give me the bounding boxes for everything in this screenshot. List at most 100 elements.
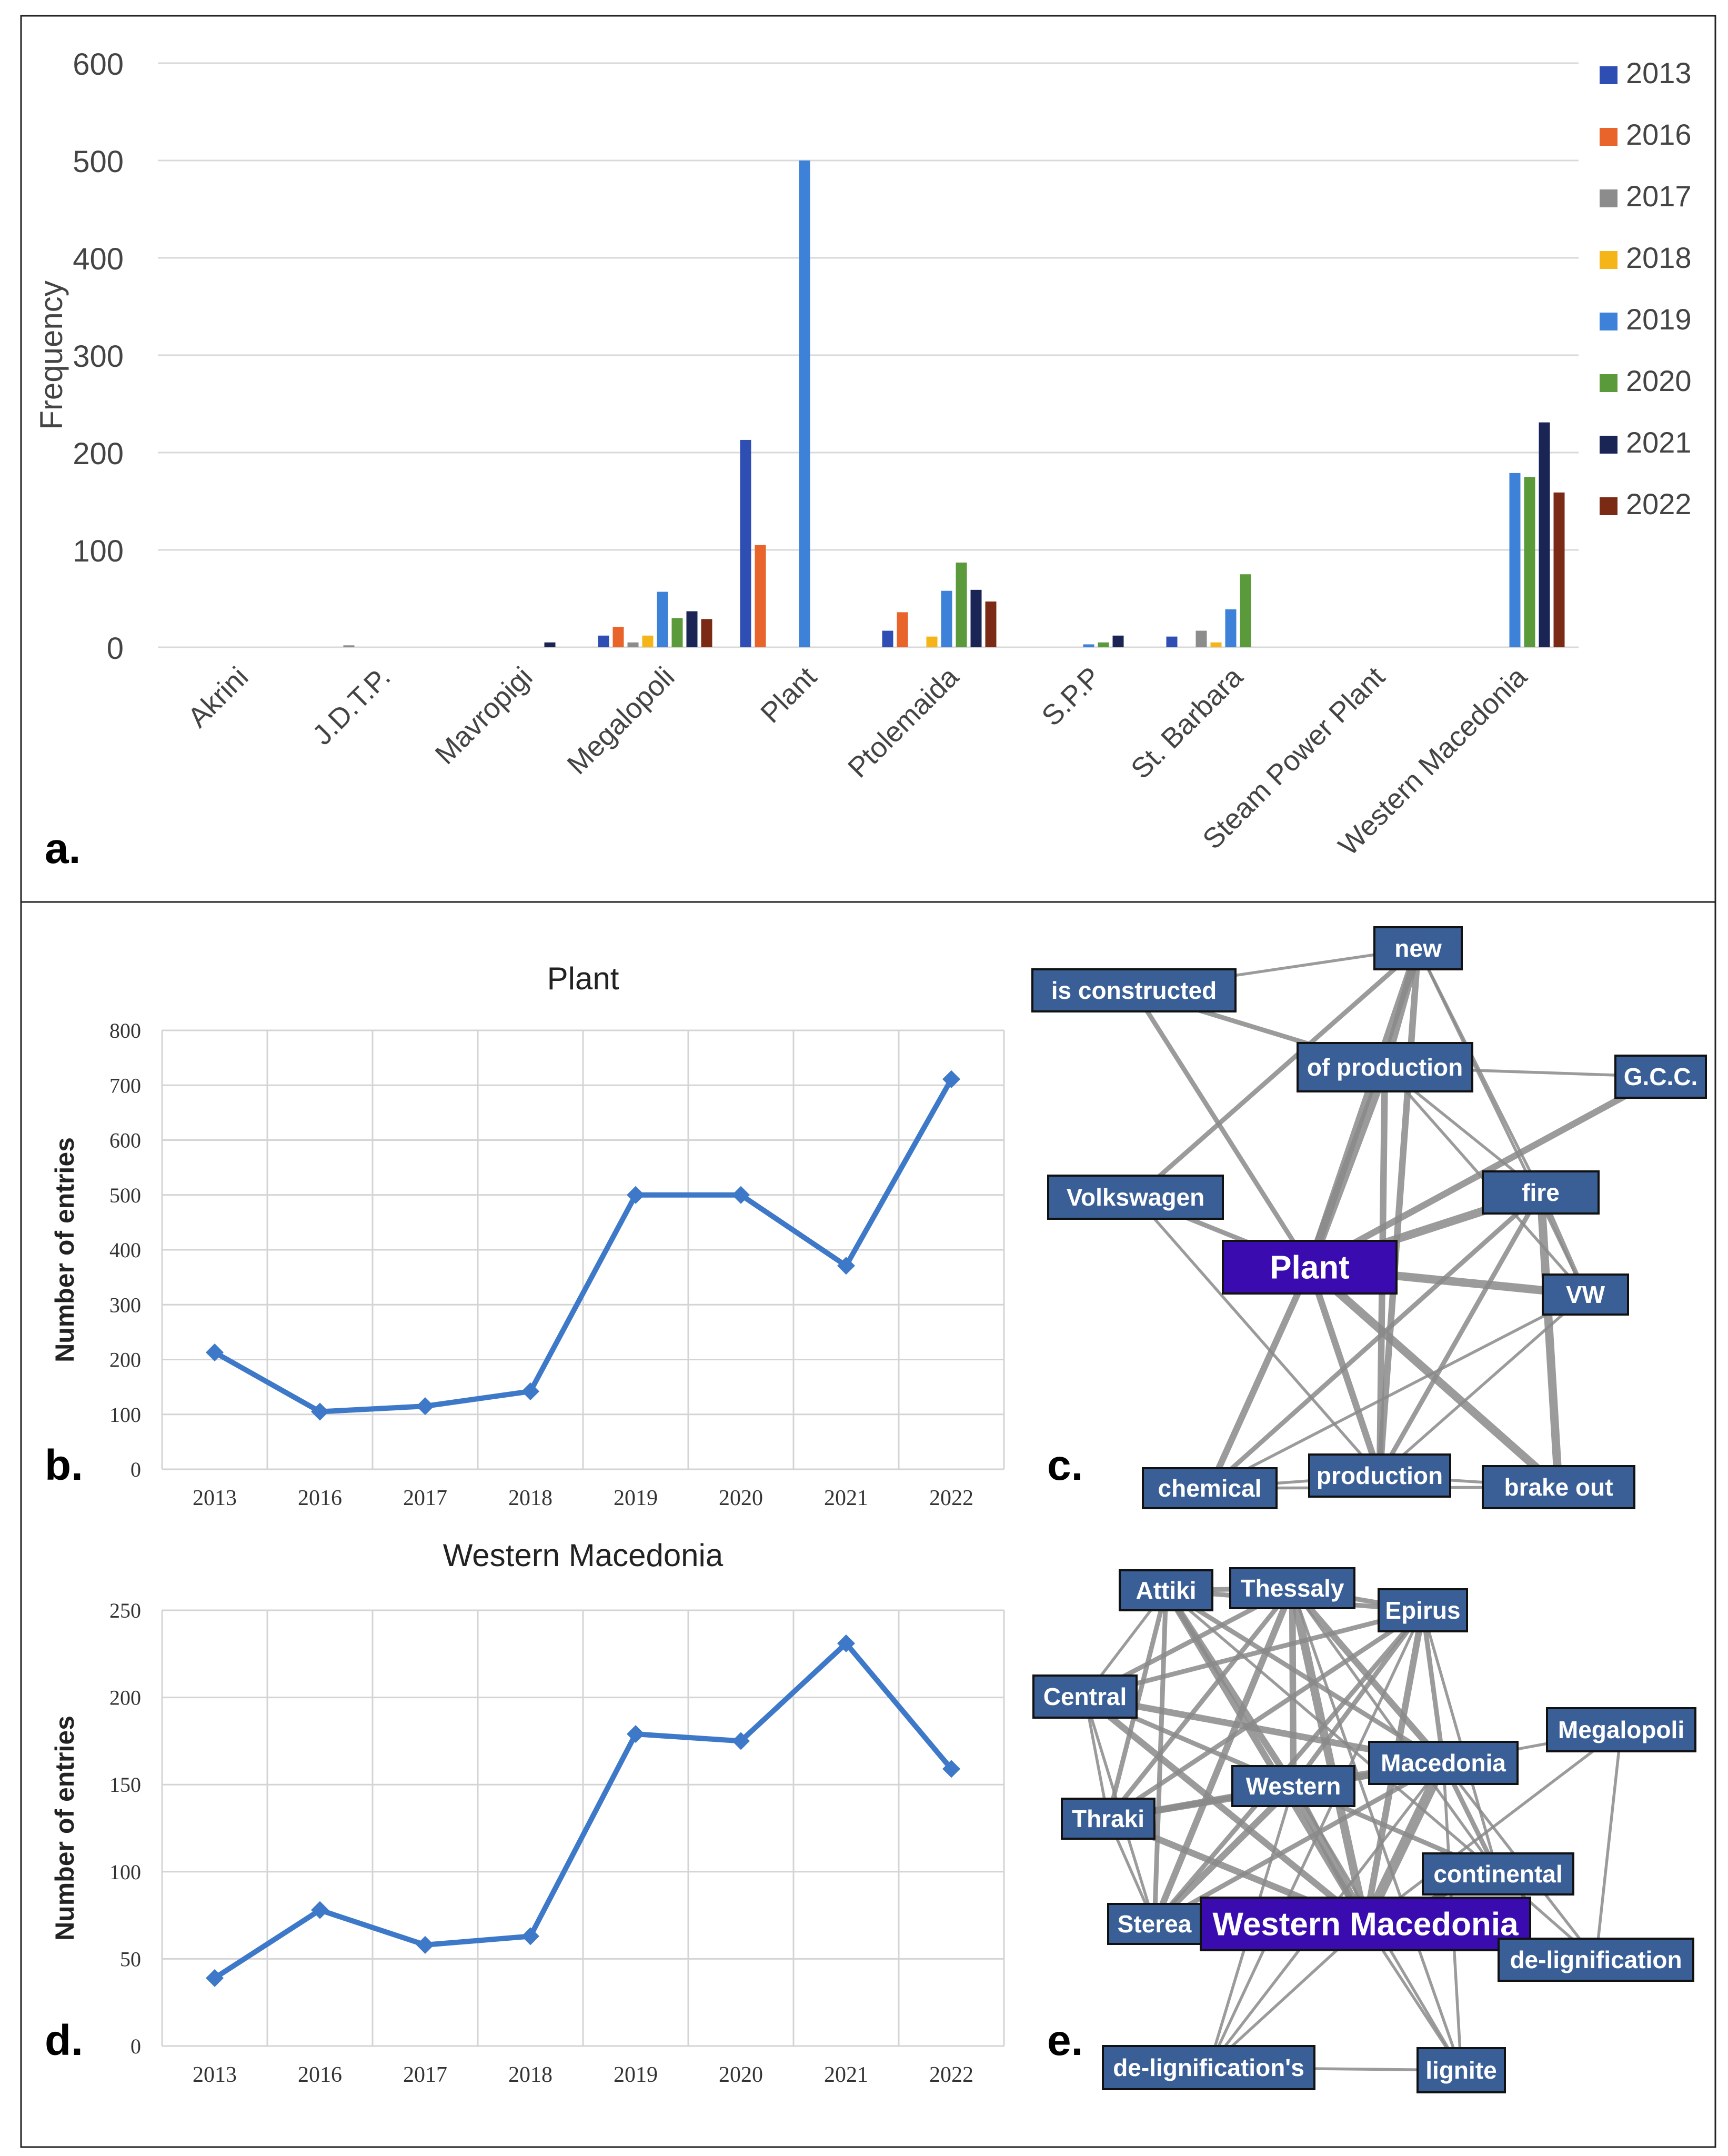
node-volkswagen xyxy=(1047,1175,1224,1220)
edge-fire-chemical xyxy=(1207,1190,1543,1491)
edge-plant-is_constructed xyxy=(1131,988,1312,1270)
panel-letter-d: d. xyxy=(45,2017,83,2064)
node-label-lignite: lignite xyxy=(1425,2057,1496,2084)
bar-ptolemaida-2021 xyxy=(970,589,982,647)
y-tick-label-600: 600 xyxy=(109,1129,141,1152)
edge-vw-production xyxy=(1378,1293,1587,1477)
bar-megalopoli-2018 xyxy=(642,635,654,647)
x-tick-label-2018: 2018 xyxy=(508,2063,552,2087)
y-tick-label-500: 500 xyxy=(109,1184,141,1207)
legend-label-2013: 2013 xyxy=(1626,56,1692,89)
legend-label-2016: 2016 xyxy=(1626,118,1692,151)
bar-s-p-p-2021 xyxy=(1112,635,1124,647)
x-tick-label-2021: 2021 xyxy=(824,1486,868,1510)
node-delig xyxy=(1498,1938,1694,1982)
node-of_production xyxy=(1297,1042,1473,1092)
y-tick-label-0: 0 xyxy=(130,2034,141,2058)
bar-ptolemaida-2022 xyxy=(985,601,997,647)
edge-megalopoli-delig xyxy=(1594,1728,1623,1961)
y-axis-label: Number of entries xyxy=(50,1137,79,1362)
bar-western-macedonia-2022 xyxy=(1553,492,1565,647)
line-chart-plant: 0 100 200 300 400 500 600 700 800 2013 2016 2017 201… xyxy=(50,961,1005,1510)
x-tick-label-2017: 2017 xyxy=(403,1486,447,1510)
x-tick-label-2013: 2013 xyxy=(193,1486,237,1510)
bar-plant-2019 xyxy=(799,161,810,647)
bar-megalopoli-2021 xyxy=(686,611,698,647)
point-2017 xyxy=(416,1936,434,1954)
y-tick-label-100: 100 xyxy=(73,534,124,568)
edge-western-attiki xyxy=(1162,1587,1297,1790)
x-tick-label-2021: 2021 xyxy=(824,2063,868,2087)
node-label-plant: Plant xyxy=(1270,1250,1350,1286)
node-new xyxy=(1373,926,1463,970)
node-label-new: new xyxy=(1394,935,1442,962)
node-sterea xyxy=(1107,1903,1202,1945)
bar-ptolemaida-2013 xyxy=(882,630,893,647)
point-2021 xyxy=(837,1257,855,1275)
legend-swatch-2019 xyxy=(1600,313,1618,330)
node-label-gcc: G.C.C. xyxy=(1624,1063,1698,1090)
node-label-vw: VW xyxy=(1566,1281,1605,1308)
edge-new-production xyxy=(1376,945,1422,1479)
node-deligs xyxy=(1102,2045,1315,2090)
node-brake_out xyxy=(1482,1465,1635,1509)
legend-label-2018: 2018 xyxy=(1626,241,1692,274)
y-tick-label-200: 200 xyxy=(109,1348,141,1372)
y-tick-label-0: 0 xyxy=(107,631,124,666)
node-label-volkswagen: Volkswagen xyxy=(1067,1184,1204,1211)
point-2013 xyxy=(206,1969,224,1987)
bar-st-barbara-2013 xyxy=(1166,636,1178,647)
x-tick-label-2022: 2022 xyxy=(929,2063,973,2087)
legend-label-2019: 2019 xyxy=(1626,303,1692,336)
panel-letter-e: e. xyxy=(1047,2017,1083,2064)
bar-ptolemaida-2018 xyxy=(926,636,938,647)
edge-epirus-central xyxy=(1082,1608,1425,1699)
node-label-delig: de-lignification xyxy=(1510,1946,1682,1973)
point-2022 xyxy=(942,1070,960,1088)
edge-western-epirus xyxy=(1291,1608,1425,1789)
legend-swatch-2022 xyxy=(1600,497,1618,515)
panel-letter-c: c. xyxy=(1047,1441,1083,1489)
bar-ptolemaida-2020 xyxy=(956,563,967,647)
bar-plant-2016 xyxy=(755,545,766,647)
bar-ptolemaida-2016 xyxy=(897,612,908,647)
node-label-macedonia: Macedonia xyxy=(1381,1749,1506,1777)
point-2013 xyxy=(206,1343,224,1361)
node-macedonia xyxy=(1368,1741,1519,1785)
x-tick-label-2022: 2022 xyxy=(929,1486,973,1510)
node-fire xyxy=(1482,1170,1600,1215)
legend-label-2020: 2020 xyxy=(1626,364,1692,397)
edge-macedonia-epirus xyxy=(1420,1608,1446,1766)
point-2021 xyxy=(837,1634,855,1652)
bar-s-p-p-2019 xyxy=(1083,644,1094,647)
node-megalopoli xyxy=(1546,1707,1696,1752)
y-tick-label-200: 200 xyxy=(109,1686,141,1710)
y-tick-label-100: 100 xyxy=(109,1860,141,1884)
edge-plant-production xyxy=(1306,1263,1383,1479)
edge-lignite-thessaly xyxy=(1291,1587,1463,2072)
node-central xyxy=(1032,1674,1138,1719)
edge-volkswagen-production xyxy=(1134,1196,1381,1477)
legend-swatch-2018 xyxy=(1600,251,1618,269)
edge-vw-chemical xyxy=(1208,1293,1587,1490)
x-tick-label-2017: 2017 xyxy=(403,2063,447,2087)
legend-swatch-2017 xyxy=(1600,189,1618,207)
x-tick-label-2013: 2013 xyxy=(193,2063,237,2087)
node-label-chemical: chemical xyxy=(1158,1475,1262,1502)
node-thessaly xyxy=(1229,1567,1355,1609)
x-tick-label-2019: 2019 xyxy=(614,1486,658,1510)
node-label-deligs: de-lignification's xyxy=(1113,2054,1304,2081)
node-label-is_constructed: is constructed xyxy=(1051,977,1217,1004)
x-tick-label-2016: 2016 xyxy=(298,1486,342,1510)
point-2017 xyxy=(416,1397,434,1416)
edge-wm-thessaly xyxy=(1288,1584,1370,1928)
point-2018 xyxy=(521,1927,539,1946)
edge-western-sterea xyxy=(1151,1782,1297,1928)
y-tick-label-400: 400 xyxy=(109,1238,141,1262)
node-epirus xyxy=(1378,1588,1468,1632)
node-label-epirus: Epirus xyxy=(1385,1597,1460,1624)
y-tick-label-300: 300 xyxy=(73,339,124,374)
point-2018 xyxy=(521,1382,539,1400)
chart-title: Plant xyxy=(547,961,619,996)
